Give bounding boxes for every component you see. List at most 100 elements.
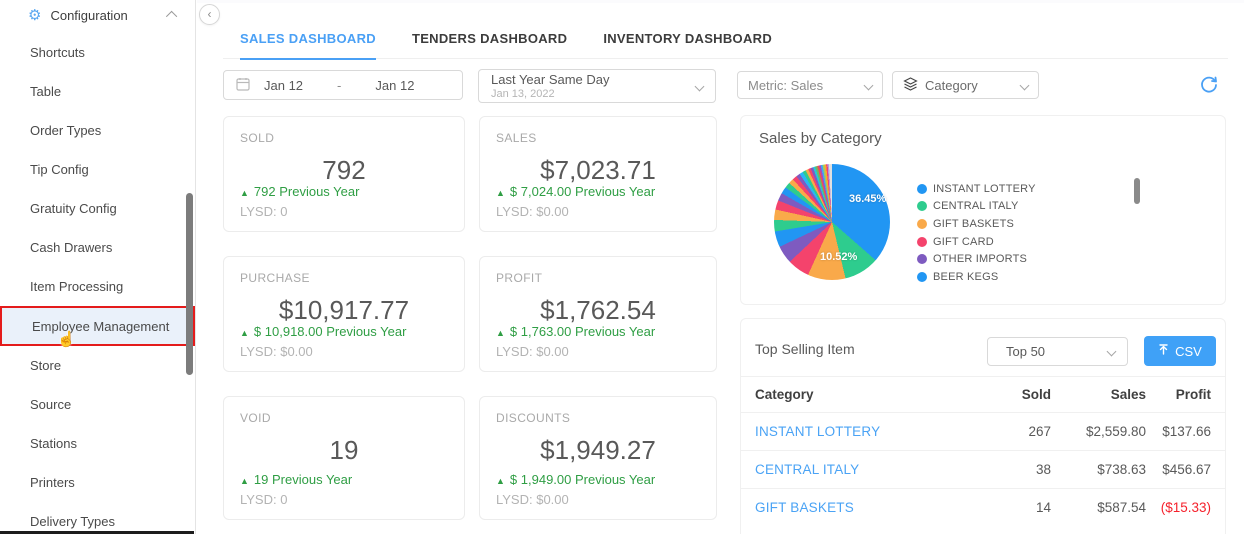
legend-item[interactable]: GIFT CARD [917, 233, 1036, 251]
kpi-grid: SOLD 792 ▲ 792 Previous Year LYSD: 0 SALE… [223, 116, 717, 520]
legend-label: BEER KEGS [933, 270, 999, 283]
legend-item[interactable]: INSTANT LOTTERY [917, 180, 1036, 198]
sidebar-item-table[interactable]: Table [30, 84, 62, 99]
up-triangle-icon: ▲ [240, 328, 249, 338]
category-link[interactable]: CENTRAL ITALY [741, 450, 981, 489]
tab-inventory-dashboard[interactable]: INVENTORY DASHBOARD [603, 31, 773, 46]
kpi-card-sold: SOLD 792 ▲ 792 Previous Year LYSD: 0 [223, 116, 465, 232]
main-content: SALES DASHBOARD TENDERS DASHBOARD INVENT… [197, 0, 1244, 534]
kpi-card-sales: SALES $7,023.71 ▲ $ 7,024.00 Previous Yea… [479, 116, 717, 232]
sidebar-item-gratuity-config[interactable]: Gratuity Config [30, 201, 117, 216]
sidebar-scrollbar-thumb[interactable] [186, 193, 193, 375]
column-header-profit[interactable]: Profit [1175, 387, 1211, 402]
kpi-change: ▲ 792 Previous Year [240, 184, 359, 199]
column-header-sold[interactable]: Sold [1021, 387, 1051, 402]
upload-icon [1158, 343, 1169, 359]
sidebar-item-source[interactable]: Source [30, 397, 72, 412]
tabbar: SALES DASHBOARD TENDERS DASHBOARD INVENT… [240, 31, 772, 60]
sidebar-item-delivery-types[interactable]: Delivery Types [30, 514, 116, 529]
legend-label: GIFT CARD [933, 235, 994, 248]
top-limit-select[interactable]: Top 50 [987, 337, 1128, 366]
top-selling-card: Top Selling Item Top 50 CSV Category Sol… [740, 318, 1226, 534]
sales-by-category-card: Sales by Category 36.45% 10.52% INSTANT … [740, 115, 1226, 305]
sold-cell: 38 [981, 450, 1051, 489]
kpi-value: $7,023.71 [540, 155, 656, 185]
sidebar-item-printers[interactable]: Printers [30, 475, 75, 490]
sidebar-item-tip-config[interactable]: Tip Config [30, 162, 89, 177]
comparison-select[interactable]: Last Year Same Day Jan 13, 2022 [478, 69, 716, 103]
sidebar-item-order-types[interactable]: Order Types [30, 123, 102, 138]
table-header-row: Category Sold Sales Profit [741, 377, 1225, 413]
category-link[interactable]: INSTANT LOTTERY [741, 412, 981, 451]
sales-cell: $2,559.80 [1051, 412, 1146, 451]
legend-item[interactable]: GIFT BASKETS [917, 215, 1036, 233]
chevron-down-icon [1106, 346, 1117, 357]
tab-tenders-dashboard[interactable]: TENDERS DASHBOARD [411, 31, 568, 46]
category-link[interactable]: GIFT BASKETS [741, 488, 981, 526]
sidebar-section-configuration[interactable]: ⚙ Configuration [0, 0, 195, 30]
sidebar-item-shortcuts[interactable]: Shortcuts [30, 45, 85, 60]
pie-chart[interactable] [774, 164, 890, 280]
csv-button-label: CSV [1175, 343, 1202, 359]
date-from-value[interactable]: Jan 12 [264, 77, 304, 93]
kpi-card-discounts: DISCOUNTS $1,949.27 ▲ $ 1,949.00 Previous… [479, 396, 717, 520]
kpi-change: ▲ $ 1,949.00 Previous Year [496, 472, 655, 487]
sales-cell: $738.63 [1051, 450, 1146, 489]
tabbar-divider [223, 58, 1228, 59]
sidebar-collapse-button[interactable]: ‹ [199, 4, 220, 25]
kpi-value: $1,949.27 [540, 435, 656, 465]
kpi-change-text: $ 1,949.00 Previous Year [509, 472, 656, 487]
kpi-lysd: LYSD: 0 [240, 204, 288, 219]
column-header-category[interactable]: Category [755, 387, 814, 402]
export-csv-button[interactable]: CSV [1144, 336, 1216, 366]
legend-item[interactable]: OTHER IMPORTS [917, 250, 1036, 268]
kpi-card-void: VOID 19 ▲ 19 Previous Year LYSD: 0 [223, 396, 465, 520]
legend-dot [917, 271, 927, 282]
sidebar-item-employee-management[interactable]: Employee Management ☝ [0, 306, 195, 348]
kpi-label: SOLD [240, 131, 275, 145]
sidebar: ⚙ Configuration Shortcuts Table Order Ty… [0, 0, 196, 534]
sales-cell: $587.54 [1051, 488, 1146, 526]
kpi-card-purchase: PURCHASE $10,917.77 ▲ $ 10,918.00 Previou… [223, 256, 465, 372]
kpi-change-text: 19 Previous Year [253, 472, 353, 487]
kpi-change-text: $ 10,918.00 Previous Year [253, 324, 407, 339]
chevron-down-icon [1019, 80, 1030, 90]
profit-cell: ($15.33) [1146, 488, 1225, 526]
sidebar-item-store[interactable]: Store [30, 358, 62, 373]
legend-item[interactable]: BEER KEGS [917, 268, 1036, 286]
gear-icon: ⚙ [28, 6, 42, 24]
table-row: INSTANT LOTTERY 267 $2,559.80 $137.66 [741, 412, 1225, 451]
date-to-value[interactable]: Jan 12 [375, 77, 415, 93]
kpi-change: ▲ $ 10,918.00 Previous Year [240, 324, 406, 339]
filter-bar: Jan 12 - Jan 12 Last Year Same Day Jan 1… [223, 69, 1228, 105]
chart-title: Sales by Category [759, 130, 882, 147]
kpi-value: 792 [322, 155, 366, 185]
top-selling-header: Top Selling Item Top 50 CSV [741, 319, 1225, 377]
up-triangle-icon: ▲ [240, 476, 249, 486]
comparison-sublabel: Jan 13, 2022 [491, 88, 555, 100]
kpi-lysd: LYSD: $0.00 [496, 492, 569, 507]
sidebar-item-item-processing[interactable]: Item Processing [30, 279, 124, 294]
legend-dot [917, 183, 927, 194]
refresh-icon[interactable] [1199, 75, 1219, 95]
chevron-up-icon [165, 10, 178, 23]
legend-label: GIFT BASKETS [933, 217, 1015, 230]
kpi-change: ▲ $ 7,024.00 Previous Year [496, 184, 655, 199]
kpi-lysd: LYSD: $0.00 [496, 344, 569, 359]
sold-cell: 267 [981, 412, 1051, 451]
metric-select[interactable]: Metric: Sales [737, 71, 883, 99]
legend-item[interactable]: CENTRAL ITALY [917, 198, 1036, 216]
up-triangle-icon: ▲ [240, 188, 249, 198]
date-range-picker[interactable]: Jan 12 - Jan 12 [223, 70, 463, 100]
video-progress-bar [0, 531, 194, 534]
grouping-select[interactable]: Category [892, 71, 1039, 99]
kpi-label: PURCHASE [240, 271, 310, 285]
kpi-change-text: $ 1,763.00 Previous Year [509, 324, 656, 339]
mouse-cursor-icon: ☝ [57, 331, 76, 348]
sidebar-item-cash-drawers[interactable]: Cash Drawers [30, 240, 113, 255]
column-header-sales[interactable]: Sales [1110, 387, 1146, 402]
sidebar-item-stations[interactable]: Stations [30, 436, 77, 451]
legend-label: CENTRAL ITALY [933, 200, 1019, 213]
legend-scrollbar-thumb[interactable] [1134, 178, 1140, 204]
tab-sales-dashboard[interactable]: SALES DASHBOARD [240, 31, 376, 60]
